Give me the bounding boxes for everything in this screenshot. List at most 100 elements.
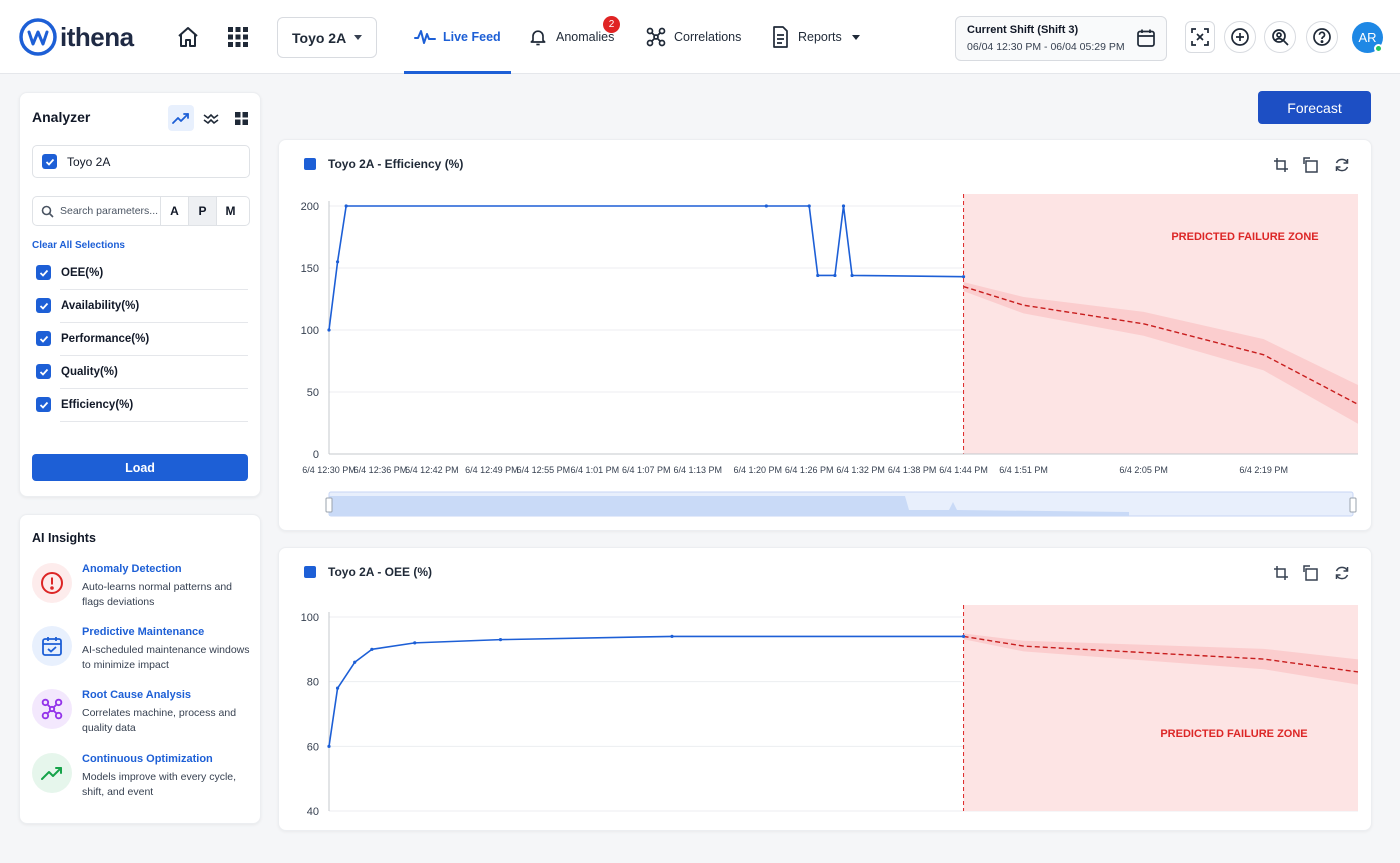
series-point xyxy=(764,204,768,208)
series-point xyxy=(353,660,357,664)
insight-desc: Correlates machine, process and quality … xyxy=(82,707,237,734)
shift-range: 06/04 12:30 PM - 06/04 05:29 PM xyxy=(967,41,1125,53)
chevron-down-icon xyxy=(851,34,860,40)
ai-insights-panel: AI Insights Anomaly Detection Auto-learn… xyxy=(19,514,261,824)
param-row-oee[interactable]: OEE(%) xyxy=(36,256,248,289)
zoom-reset-button[interactable] xyxy=(1300,154,1322,176)
tab-live-feed[interactable]: Live Feed xyxy=(404,0,511,74)
y-tick-label: 80 xyxy=(307,677,319,689)
forecast-line xyxy=(963,635,1359,673)
machine-selector[interactable]: Toyo 2A xyxy=(32,145,250,178)
line-selector-value: Toyo 2A xyxy=(292,29,347,46)
series-point xyxy=(833,273,837,278)
machine-checkbox[interactable] xyxy=(42,154,57,169)
x-tick-label: 6/4 1:01 PM xyxy=(571,465,620,475)
brand-logo[interactable]: ithena xyxy=(18,16,134,58)
insight-continuous-optimization[interactable]: Continuous Optimization Models improve w… xyxy=(32,753,252,809)
failure-zone-label: PREDICTED FAILURE ZONE xyxy=(1171,231,1318,243)
param-row-performance[interactable]: Performance(%) xyxy=(36,322,248,355)
refresh-button[interactable] xyxy=(1331,154,1353,176)
y-tick-label: 100 xyxy=(301,612,319,624)
load-button[interactable]: Load xyxy=(32,454,248,481)
crop-zoom-button[interactable] xyxy=(1270,562,1292,584)
shift-title: Current Shift (Shift 3) xyxy=(967,24,1079,36)
y-tick-label: 50 xyxy=(307,387,319,399)
refresh-button[interactable] xyxy=(1331,562,1353,584)
filter-p-button[interactable]: P xyxy=(188,197,216,225)
insight-root-cause[interactable]: Root Cause Analysis Correlates machine, … xyxy=(32,689,252,745)
series-point xyxy=(370,647,374,651)
help-button[interactable] xyxy=(1306,21,1338,53)
param-row-efficiency[interactable]: Efficiency(%) xyxy=(36,388,248,421)
divider xyxy=(60,421,248,422)
param-checkbox[interactable] xyxy=(36,298,51,313)
param-row-quality[interactable]: Quality(%) xyxy=(36,355,248,388)
add-button[interactable] xyxy=(1224,21,1256,53)
param-checkbox[interactable] xyxy=(36,331,51,346)
y-tick-label: 40 xyxy=(307,806,319,818)
network-icon xyxy=(645,26,667,48)
analyzer-panel: Analyzer Toyo 2A A P M Clear All Selecti… xyxy=(19,92,261,497)
insight-desc: AI-scheduled maintenance windows to mini… xyxy=(82,644,250,671)
series-point xyxy=(335,686,340,690)
undo-zoom-icon xyxy=(1303,157,1318,173)
inspect-button[interactable] xyxy=(1264,21,1296,53)
insight-desc: Models improve with every cycle, shift, … xyxy=(82,771,237,798)
forecast-band xyxy=(963,633,1358,685)
home-icon[interactable] xyxy=(175,24,201,50)
forecast-button[interactable]: Forecast xyxy=(1258,91,1371,124)
series-point xyxy=(841,204,846,208)
divider xyxy=(60,388,248,389)
param-label: Performance(%) xyxy=(61,332,150,345)
oee-chart[interactable]: 100 80 60 40 PREDICTED FAILURE ZONE xyxy=(279,548,1373,832)
insight-anomaly-detection[interactable]: Anomaly Detection Auto-learns normal pat… xyxy=(32,563,252,619)
filter-a-button[interactable]: A xyxy=(160,197,188,225)
tab-reports[interactable]: Reports xyxy=(769,0,860,74)
chart-title-text: Toyo 2A - Efficiency (%) xyxy=(328,157,464,171)
forecast-band xyxy=(963,282,1358,424)
x-tick-label: 6/4 1:51 PM xyxy=(999,465,1048,475)
param-row-availability[interactable]: Availability(%) xyxy=(36,289,248,322)
crop-zoom-button[interactable] xyxy=(1270,154,1292,176)
tab-label: Correlations xyxy=(674,30,742,44)
wave-view-button[interactable] xyxy=(198,105,224,131)
param-checkbox[interactable] xyxy=(36,265,51,280)
param-label: Availability(%) xyxy=(61,299,140,312)
series-line xyxy=(328,635,964,747)
x-tick-label: 6/4 12:55 PM xyxy=(517,465,571,475)
x-tick-label: 6/4 12:42 PM xyxy=(405,465,459,475)
wave-icon xyxy=(203,113,219,125)
shift-selector[interactable]: Current Shift (Shift 3) 06/04 12:30 PM -… xyxy=(955,16,1167,61)
grid-view-button[interactable] xyxy=(228,105,254,131)
fullscreen-button[interactable] xyxy=(1185,21,1215,53)
tab-label: Anomalies xyxy=(556,30,615,44)
insight-predictive-maintenance[interactable]: Predictive Maintenance AI-scheduled main… xyxy=(32,626,252,682)
clear-selections-link[interactable]: Clear All Selections xyxy=(32,240,125,251)
filter-m-button[interactable]: M xyxy=(216,197,244,225)
report-icon xyxy=(769,26,791,48)
search-icon xyxy=(41,205,54,218)
param-label: Efficiency(%) xyxy=(61,398,134,411)
x-tick-label: 6/4 2:05 PM xyxy=(1119,465,1168,475)
param-label: Quality(%) xyxy=(61,365,118,378)
network-icon xyxy=(32,689,72,729)
parameter-search: A P M xyxy=(32,196,250,226)
tab-anomalies[interactable]: Anomalies xyxy=(527,0,614,74)
zoom-reset-button[interactable] xyxy=(1300,562,1322,584)
activity-icon xyxy=(414,26,436,48)
efficiency-chart[interactable]: 200 150 100 50 0 PREDICTED FAILURE ZONE 6/4 12… xyxy=(279,140,1373,532)
trend-view-button[interactable] xyxy=(168,105,194,131)
param-checkbox[interactable] xyxy=(36,364,51,379)
brand-name: ithena xyxy=(60,21,134,52)
x-tick-label: 6/4 1:32 PM xyxy=(836,465,885,475)
tab-label: Reports xyxy=(798,30,842,44)
apps-grid-icon[interactable] xyxy=(225,24,251,50)
machine-name: Toyo 2A xyxy=(67,154,111,169)
line-selector-dropdown[interactable]: Toyo 2A xyxy=(277,17,377,58)
insights-title: AI Insights xyxy=(32,531,96,545)
search-input[interactable] xyxy=(60,205,160,217)
param-checkbox[interactable] xyxy=(36,397,51,412)
series-point xyxy=(850,273,854,278)
tab-correlations[interactable]: Correlations xyxy=(645,0,741,74)
tab-label: Live Feed xyxy=(443,30,501,44)
